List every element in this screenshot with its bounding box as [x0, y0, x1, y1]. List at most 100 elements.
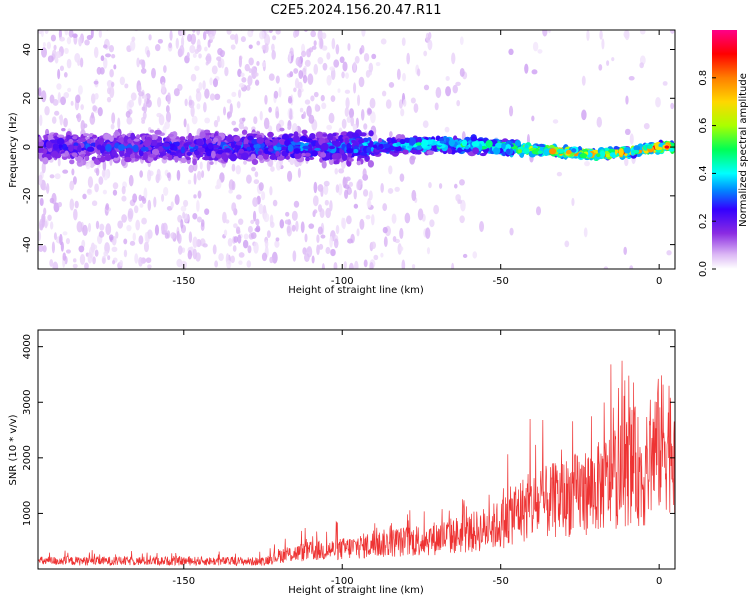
- heatmap-cell: [202, 243, 208, 248]
- heatmap-cell: [216, 56, 222, 62]
- heatmap-cell: [126, 116, 133, 125]
- heatmap-cell: [192, 30, 196, 33]
- heatmap-cell: [252, 210, 257, 222]
- heatmap-cell: [268, 125, 273, 133]
- heatmap-cell: [86, 34, 93, 40]
- heatmap-cell: [231, 163, 236, 172]
- heatmap-cell: [130, 153, 136, 159]
- colorbar-tick-label: 0.2: [698, 213, 709, 229]
- heatmap-cell: [69, 180, 75, 191]
- heatmap-cell: [247, 135, 254, 141]
- heatmap-cell: [125, 147, 133, 155]
- heatmap-cell: [321, 102, 327, 110]
- heatmap-cell: [168, 153, 173, 161]
- heatmap-cell: [421, 140, 427, 148]
- heatmap-cell: [174, 156, 179, 163]
- heatmap-cell: [353, 61, 357, 72]
- heatmap-cell: [304, 152, 311, 157]
- heatmap-cell: [275, 237, 280, 242]
- heatmap-cell: [453, 183, 458, 189]
- heatmap-cell: [196, 88, 200, 94]
- heatmap-cell: [196, 170, 202, 181]
- heatmap-cell: [188, 164, 194, 173]
- heatmap-cell: [241, 77, 247, 83]
- heatmap-cell: [167, 92, 171, 105]
- heatmap-cell: [147, 264, 152, 269]
- heatmap-cell: [455, 81, 461, 86]
- heatmap-cell: [213, 120, 219, 128]
- heatmap-cell: [410, 97, 416, 104]
- heatmap-cell: [41, 162, 46, 174]
- heatmap-cell: [233, 127, 239, 132]
- heatmap-cell: [514, 139, 521, 147]
- heatmap-cell: [92, 244, 98, 250]
- heatmap-cell: [329, 200, 333, 212]
- heatmap-cell: [425, 227, 431, 240]
- heatmap-cell: [347, 152, 353, 158]
- heatmap-cell: [79, 137, 87, 143]
- heatmap-cell: [253, 116, 258, 125]
- heatmap-cell: [624, 157, 629, 167]
- heatmap-cell: [38, 146, 44, 154]
- heatmap-cell: [264, 239, 269, 249]
- heatmap-cell: [165, 111, 172, 123]
- heatmap-cell: [452, 84, 458, 94]
- heatmap-cell: [83, 30, 86, 31]
- heatmap-cell: [331, 37, 336, 50]
- heatmap-cell: [63, 91, 70, 99]
- heatmap-cell: [238, 260, 243, 265]
- heatmap-cell: [147, 169, 152, 182]
- heatmap-cell: [177, 152, 183, 159]
- heatmap-cell: [382, 203, 388, 212]
- heatmap-cell: [373, 254, 379, 261]
- heatmap-cell: [183, 118, 187, 128]
- heatmap-cell: [331, 140, 339, 145]
- heatmap-cell: [45, 183, 50, 194]
- heatmap-cell: [82, 133, 90, 137]
- heatmap-cell: [320, 152, 327, 158]
- heatmap-cell: [244, 63, 250, 72]
- heatmap-cell: [192, 236, 198, 249]
- heatmap-cell: [173, 146, 178, 152]
- heatmap-cell: [435, 87, 442, 99]
- heatmap-cell: [107, 255, 111, 261]
- heatmap-cell: [342, 61, 348, 72]
- heatmap-cell: [409, 149, 418, 154]
- heatmap-cell: [51, 116, 57, 124]
- heatmap-cell: [313, 181, 318, 194]
- colorbar-tick-label: 0.6: [698, 118, 709, 134]
- heatmap-cell: [229, 103, 233, 115]
- heatmap-cell: [205, 53, 212, 65]
- heatmap-cell: [518, 149, 523, 154]
- heatmap-cell: [547, 30, 552, 34]
- heatmap-cell: [264, 34, 271, 46]
- heatmap-cell: [380, 38, 387, 45]
- heatmap-cell: [206, 150, 212, 157]
- heatmap-cell: [247, 75, 253, 86]
- heatmap-cell: [279, 127, 285, 132]
- heatmap-cell: [105, 223, 112, 236]
- heatmap-cell: [231, 120, 237, 126]
- heatmap-cell: [143, 139, 152, 147]
- heatmap-cell: [238, 89, 242, 99]
- heatmap-cell: [141, 197, 147, 204]
- heatmap-cell: [308, 156, 315, 160]
- heatmap-cell: [451, 262, 455, 269]
- heatmap-cell: [158, 146, 164, 153]
- heatmap-cell: [214, 185, 220, 190]
- heatmap-cell: [337, 183, 343, 196]
- heatmap-cell: [368, 62, 374, 73]
- heatmap-cell: [304, 59, 311, 67]
- heatmap-cell: [293, 68, 299, 74]
- spectrogram-cells: [38, 30, 675, 269]
- heatmap-cell: [108, 45, 115, 53]
- heatmap-cell: [346, 148, 354, 154]
- heatmap-cell: [397, 243, 402, 255]
- snr-frame: [37, 329, 676, 570]
- heatmap-cell: [58, 144, 63, 148]
- heatmap-cell: [238, 148, 245, 154]
- heatmap-cell: [94, 249, 99, 257]
- heatmap-cell: [132, 144, 139, 153]
- heatmap-cell: [263, 117, 270, 130]
- heatmap-cell: [266, 230, 271, 239]
